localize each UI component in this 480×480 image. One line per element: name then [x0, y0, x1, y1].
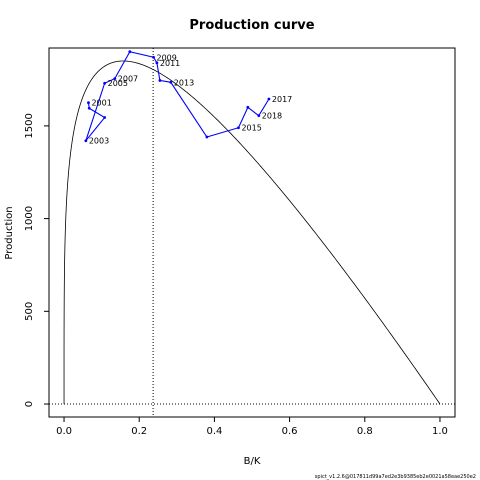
y-axis: 0 500 1000 1500 — [24, 113, 49, 407]
y-tick-label: 1000 — [24, 206, 35, 231]
observed-point — [87, 101, 90, 105]
observed-point — [87, 106, 91, 110]
observed-point — [84, 139, 88, 143]
x-axis: 0.0 0.2 0.4 0.6 0.8 1.0 — [56, 417, 448, 437]
x-tick-label: 0.6 — [282, 426, 298, 437]
version-footer: spict_v1.2.6@017811d99a7ed2e3b9385eb2e00… — [315, 474, 476, 480]
year-label: 2017 — [272, 95, 292, 104]
observed-point — [246, 105, 250, 109]
plot-frame — [48, 47, 456, 418]
year-label: 2005 — [108, 79, 128, 88]
x-tick-label: 0.0 — [56, 426, 72, 437]
year-label: 2011 — [160, 59, 180, 68]
year-label: 2001 — [91, 99, 111, 108]
observed-point — [237, 126, 240, 130]
observed-point — [205, 135, 209, 139]
observed-point — [113, 77, 117, 80]
y-tick-label: 500 — [24, 302, 35, 321]
observed-point — [128, 50, 132, 54]
x-tick-label: 0.2 — [131, 426, 147, 437]
year-label: 2007 — [118, 75, 138, 84]
year-label: 2013 — [174, 78, 194, 87]
year-label: 2009 — [157, 53, 177, 62]
observed-path-line — [85, 51, 270, 142]
observed-point — [152, 55, 155, 59]
observed-point — [158, 79, 162, 82]
y-tick-label: 1500 — [24, 113, 35, 138]
y-tick-label: 0 — [24, 401, 35, 407]
y-axis-title: Production — [4, 206, 15, 259]
observed-point — [103, 116, 107, 119]
observed-point — [169, 80, 173, 84]
observed-path-layer — [84, 50, 271, 143]
theoretical-curve-layer — [63, 60, 441, 405]
x-tick-label: 0.4 — [206, 426, 222, 437]
year-label: 2015 — [241, 124, 261, 133]
chart-title: Production curve — [189, 18, 314, 33]
theoretical-production-curve — [63, 60, 441, 405]
observed-point — [267, 97, 271, 101]
year-label: 2003 — [89, 137, 109, 146]
x-tick-label: 1.0 — [432, 426, 448, 437]
x-tick-label: 0.8 — [357, 426, 373, 437]
observed-point — [103, 81, 107, 85]
x-axis-title: B/K — [244, 456, 261, 467]
year-label: 2018 — [262, 112, 282, 121]
observed-point — [155, 61, 159, 65]
observed-point — [257, 114, 261, 118]
